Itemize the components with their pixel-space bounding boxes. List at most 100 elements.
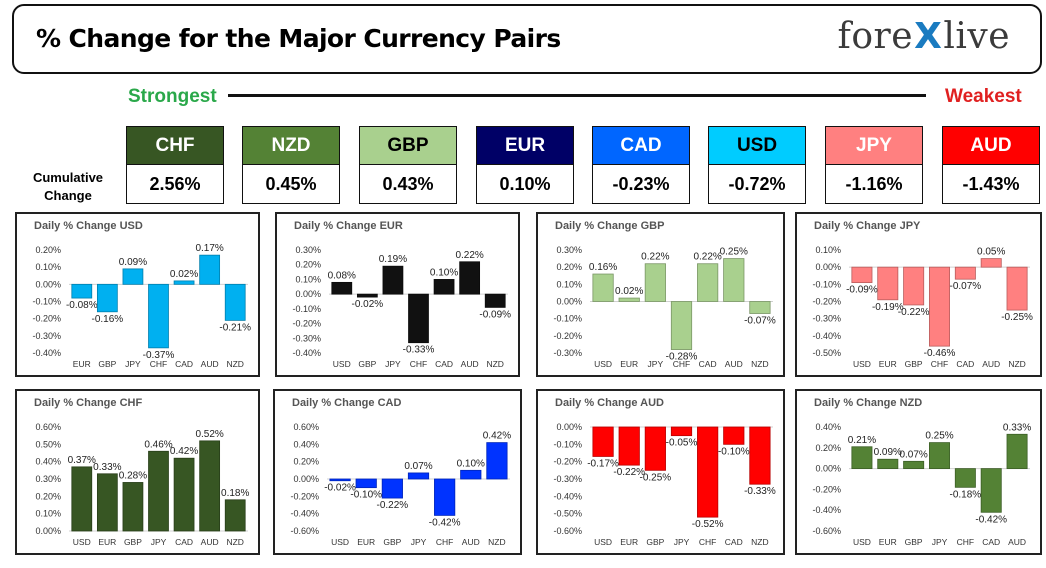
x-tick-label: CHF [150, 359, 167, 369]
x-tick-label: JPY [932, 537, 948, 547]
x-tick-label: JPY [151, 537, 167, 547]
x-tick-label: EUR [620, 537, 638, 547]
bar [433, 279, 455, 295]
y-tick-label: -0.60% [553, 526, 582, 536]
y-tick-label: 0.30% [556, 245, 582, 255]
chart-title: Daily % Change USD [34, 220, 143, 232]
chart-panel-7: Daily % Change NZD 0.40% 0.20% 0.00% -0.20% -… [795, 389, 1042, 555]
bar [434, 478, 456, 516]
bar [408, 293, 429, 344]
data-label: -0.46% [924, 348, 956, 359]
data-label: 0.25% [720, 247, 748, 258]
y-tick-label: -0.10% [553, 439, 582, 449]
bar [96, 473, 118, 532]
weakest-label: Weakest [945, 86, 1022, 107]
data-label: -0.37% [143, 350, 175, 361]
data-label: -0.07% [950, 281, 982, 292]
bar-chart: 0.30% 0.20% 0.10% 0.00% -0.10% -0.20% -0.30% -0… [292, 245, 511, 369]
y-tick-label: -0.20% [290, 491, 319, 501]
y-tick-label: -0.20% [812, 297, 841, 307]
data-label: -0.25% [640, 472, 672, 483]
x-tick-label: CAD [982, 537, 1000, 547]
y-tick-label: 0.10% [295, 274, 321, 284]
forexlive-logo: foreXlive [837, 16, 1010, 57]
ranking-currency: CHF [127, 127, 223, 165]
data-label: 0.17% [195, 243, 223, 254]
y-tick-label: -0.40% [32, 348, 61, 358]
data-label: 0.25% [925, 431, 953, 442]
chart-panel-0: Daily % Change USD 0.20% 0.10% 0.00% -0.10% -… [15, 212, 260, 377]
chart-panel-5: Daily % Change CAD 0.60% 0.40% 0.20% 0.00% -0… [273, 389, 522, 555]
x-tick-label: JPY [648, 359, 664, 369]
ranking-value: -0.23% [593, 165, 689, 203]
chart-panel-2: Daily % Change GBP 0.30% 0.20% 0.10% 0.00% -0… [536, 212, 785, 377]
y-tick-label: -0.30% [292, 333, 321, 343]
y-tick-label: 0.40% [815, 422, 841, 432]
chart-title: Daily % Change NZD [814, 397, 923, 409]
x-tick-label: CHF [673, 359, 690, 369]
data-label: -0.09% [479, 309, 511, 320]
chart-title: Daily % Change JPY [814, 220, 921, 232]
bar [224, 499, 246, 532]
data-label: 0.22% [641, 252, 669, 263]
data-label: -0.10% [350, 490, 382, 501]
y-tick-label: -0.20% [812, 484, 841, 494]
data-label: -0.02% [352, 299, 384, 310]
ranking-value: 2.56% [127, 165, 223, 203]
bar [173, 280, 195, 285]
x-tick-label: JPY [411, 537, 427, 547]
y-tick-label: -0.40% [553, 491, 582, 501]
data-label: 0.09% [874, 447, 902, 458]
x-tick-label: USD [853, 537, 871, 547]
data-label: 0.33% [1003, 422, 1031, 433]
bar [644, 263, 666, 302]
y-tick-label: -0.30% [812, 314, 841, 324]
data-label: 0.05% [977, 247, 1005, 258]
bar [407, 472, 430, 480]
ranking-value: 0.45% [243, 165, 339, 203]
y-tick-label: -0.40% [812, 505, 841, 515]
bar [670, 426, 693, 437]
chart-title: Daily % Change AUD [555, 397, 665, 409]
y-tick-label: 0.00% [815, 464, 841, 474]
y-tick-label: -0.10% [812, 279, 841, 289]
ranking-currency: EUR [477, 127, 573, 165]
data-label: -0.08% [66, 300, 98, 311]
bar [148, 283, 169, 349]
x-tick-label: EUR [357, 537, 375, 547]
y-tick-label: 0.60% [293, 422, 319, 432]
data-label: -0.25% [1001, 312, 1033, 323]
chart-panel-3: Daily % Change JPY 0.10% 0.00% -0.10% -0.20%… [795, 212, 1042, 377]
y-tick-label: -0.20% [292, 319, 321, 329]
x-tick-label: NZD [226, 359, 243, 369]
bar [224, 283, 246, 321]
x-tick-label: JPY [674, 537, 690, 547]
strongest-label: Strongest [128, 86, 217, 107]
x-tick-label: CAD [725, 537, 743, 547]
y-tick-label: 0.40% [35, 457, 61, 467]
bar [851, 446, 873, 469]
x-tick-label: NZD [486, 359, 503, 369]
y-tick-label: 0.00% [293, 474, 319, 484]
x-tick-label: AUD [1008, 537, 1026, 547]
bar [618, 426, 640, 466]
bar [148, 450, 169, 532]
y-tick-label: -0.40% [292, 348, 321, 358]
x-tick-label: NZD [488, 537, 505, 547]
x-tick-label: EUR [73, 359, 91, 369]
y-tick-label: -0.60% [812, 526, 841, 536]
ranking-currency: AUD [943, 127, 1039, 165]
bar [877, 266, 899, 301]
data-label: -0.19% [872, 302, 904, 313]
ranking-value: 0.43% [360, 165, 456, 203]
y-tick-label: -0.20% [553, 457, 582, 467]
data-label: 0.18% [221, 488, 249, 499]
data-label: -0.22% [613, 467, 645, 478]
ranking-value: 0.10% [477, 165, 573, 203]
x-tick-label: CAD [175, 537, 193, 547]
ranking-card-nzd: NZD 0.45% [242, 126, 340, 204]
y-tick-label: 0.30% [35, 474, 61, 484]
x-tick-label: EUR [879, 537, 897, 547]
y-tick-label: 0.40% [293, 439, 319, 449]
ranking-card-gbp: GBP 0.43% [359, 126, 457, 204]
